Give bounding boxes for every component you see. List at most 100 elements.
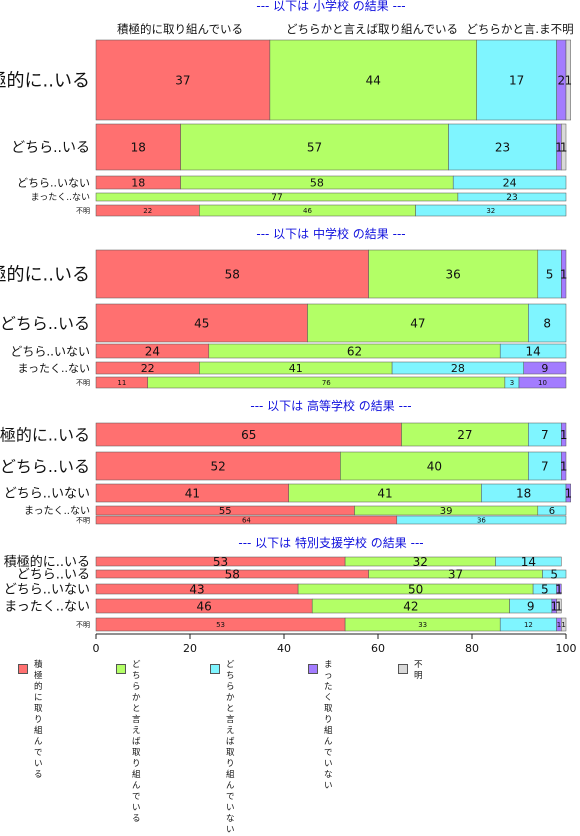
row-label: 積極的に..いる xyxy=(0,264,90,285)
value-label: 58 xyxy=(225,267,240,281)
bar-segment xyxy=(95,451,341,481)
value-label: 58 xyxy=(310,176,324,189)
x-tick-label: 100 xyxy=(556,642,577,655)
bar-segment xyxy=(95,249,369,299)
value-label: 39 xyxy=(440,506,453,517)
value-label: 36 xyxy=(477,517,486,525)
value-label: 1 xyxy=(560,459,568,473)
value-label: 24 xyxy=(503,176,517,189)
bar-segment xyxy=(542,569,567,579)
bar-segment xyxy=(495,556,562,567)
panel-title: --- 以下は 中学校 の結果 --- xyxy=(256,226,405,241)
bar-segment xyxy=(537,505,567,516)
bar-segment xyxy=(269,39,477,121)
value-label: 33 xyxy=(418,621,427,629)
value-label: 40 xyxy=(427,459,442,473)
bar-segment xyxy=(561,422,567,447)
value-label: 5 xyxy=(541,582,549,596)
chart-legend: 積極的に 取り組んでいる どちらかと言えば 取り組んでいる どちらかと言えば 取… xyxy=(18,660,578,835)
value-label: 23 xyxy=(506,193,517,203)
row-label: どちら..いない xyxy=(10,344,90,358)
value-label: 5 xyxy=(550,567,558,581)
value-label: 36 xyxy=(446,267,461,281)
value-label: 77 xyxy=(271,193,282,203)
bar-segment xyxy=(523,361,567,375)
legend-swatch-somewhat-inactive xyxy=(210,664,220,674)
value-label: 10 xyxy=(538,379,547,387)
row-label: 不明 xyxy=(76,621,90,629)
value-label: 37 xyxy=(448,567,463,581)
value-label: 32 xyxy=(486,207,495,215)
value-label: 11 xyxy=(117,379,126,387)
bar-segment xyxy=(368,249,539,299)
legend-label-unknown: 不明 xyxy=(414,660,423,681)
value-label: 5 xyxy=(546,267,554,281)
value-label: 46 xyxy=(303,207,312,215)
value-label: 7 xyxy=(541,428,549,442)
value-label: 64 xyxy=(242,517,251,525)
value-label: 27 xyxy=(457,428,472,442)
value-label: 7 xyxy=(541,459,549,473)
bar-segment xyxy=(561,249,567,299)
value-label: 28 xyxy=(451,362,465,375)
row-label: 積極的に..いる xyxy=(4,554,90,570)
value-label: 1 xyxy=(557,621,561,629)
value-label: 53 xyxy=(216,621,225,629)
value-label: 58 xyxy=(225,567,240,581)
legend-swatch-unknown xyxy=(398,664,408,674)
value-label: 76 xyxy=(322,379,331,387)
x-tick-label: 20 xyxy=(183,642,197,655)
bar-segment xyxy=(396,515,567,525)
value-label: 23 xyxy=(495,140,510,154)
top-category-label: 積極的に取り組んでいる xyxy=(117,22,243,36)
row-label: どちら..いる xyxy=(17,568,90,583)
bar-segment xyxy=(499,343,567,359)
value-label: 24 xyxy=(145,344,160,358)
legend-label-active: 積極的に 取り組んでいる xyxy=(34,660,43,780)
panel-title: --- 以下は 小学校 の結果 --- xyxy=(256,0,405,13)
value-label: 14 xyxy=(525,344,540,358)
legend-label-somewhat-active: どちらかと言えば 取り組んでいる xyxy=(132,660,141,824)
bar-segment xyxy=(528,303,567,343)
value-label: 46 xyxy=(196,599,211,613)
value-label: 47 xyxy=(410,316,425,330)
value-label: 1 xyxy=(565,486,573,500)
bar-segment xyxy=(561,123,567,171)
value-label: 42 xyxy=(403,599,418,613)
chart-canvas: 積極的に取り組んでいる どちらかと言えば取り組んでいる どちらかと言.ま不明 --- … xyxy=(0,0,577,655)
row-label: まったく..ない xyxy=(24,505,90,517)
value-label: 3 xyxy=(510,379,514,387)
panel-title: --- 以下は 特別支援学校 の結果 --- xyxy=(238,535,423,550)
row-label: どちら..いない xyxy=(4,487,90,502)
bar-segment xyxy=(476,39,557,121)
bar-segment xyxy=(556,598,562,614)
value-label: 65 xyxy=(241,428,256,442)
bar-segment xyxy=(95,39,271,121)
bar-segment xyxy=(518,376,567,389)
value-label: 50 xyxy=(408,582,423,596)
value-label: 41 xyxy=(289,362,303,375)
row-label: 不明 xyxy=(76,207,90,215)
value-label: 1 xyxy=(561,621,565,629)
value-label: 18 xyxy=(131,176,145,189)
row-label: まったく..ない xyxy=(17,362,90,375)
value-label: 44 xyxy=(366,73,381,87)
value-label: 6 xyxy=(549,506,555,517)
value-label: 18 xyxy=(516,486,531,500)
bar-segment xyxy=(307,303,529,343)
value-label: 55 xyxy=(219,506,232,517)
top-category-label: どちらかと言えば取り組んでいる xyxy=(286,22,458,36)
value-label: 1 xyxy=(555,599,563,613)
value-label: 14 xyxy=(521,555,536,569)
value-label: 1 xyxy=(565,73,573,87)
row-label: どちら..いない xyxy=(17,176,90,189)
value-label: 32 xyxy=(413,555,428,569)
value-label: 22 xyxy=(143,207,152,215)
row-label: どちら..いない xyxy=(4,583,90,598)
bar-segment xyxy=(95,303,308,343)
value-label: 57 xyxy=(307,140,322,154)
panel-title: --- 以下は 高等学校 の結果 --- xyxy=(250,398,411,413)
row-label: 不明 xyxy=(76,379,90,387)
value-label: 53 xyxy=(213,555,228,569)
x-tick-label: 40 xyxy=(277,642,291,655)
